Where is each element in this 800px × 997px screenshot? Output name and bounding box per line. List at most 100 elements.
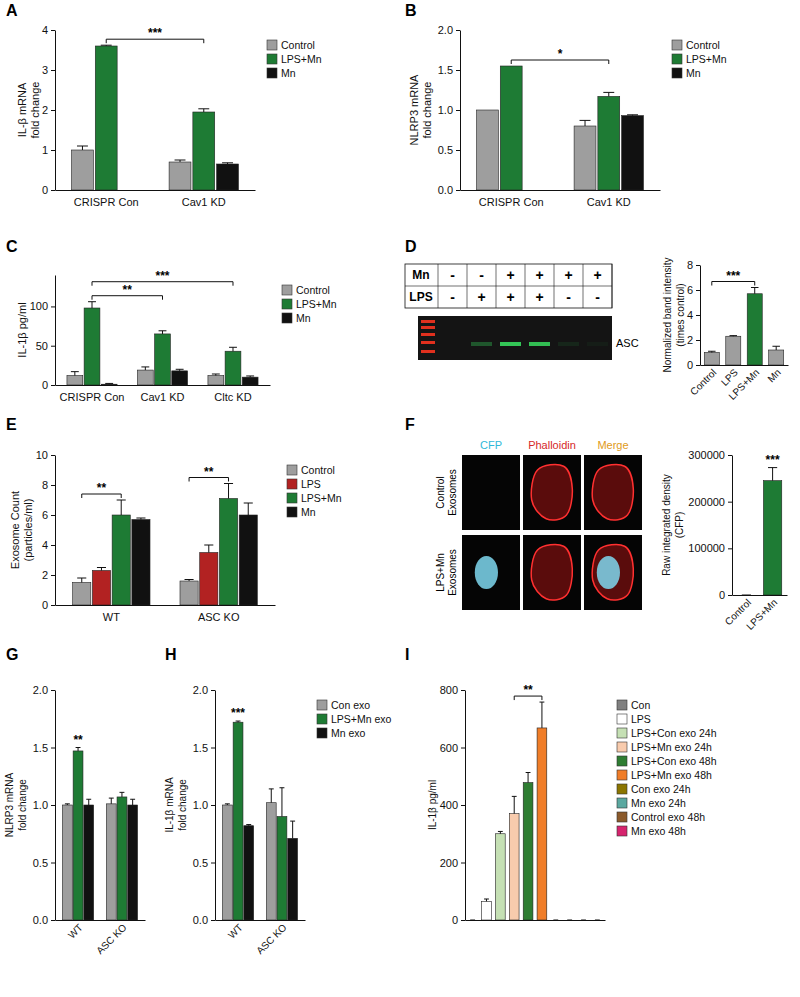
y-tick-mark	[728, 502, 732, 503]
y-tick: 10	[36, 449, 55, 461]
x-tick-label: LPS+Mn	[744, 597, 779, 632]
error-cap	[159, 330, 167, 331]
y-axis-line	[55, 691, 56, 921]
blot-cell: +	[506, 289, 514, 305]
legend-swatch	[282, 299, 292, 309]
x-axis-line	[466, 920, 606, 921]
bar	[219, 499, 237, 606]
y-tick-label: 2	[687, 334, 693, 346]
y-axis: 0200400600800	[440, 684, 466, 926]
legend-label: Con exo 24h	[631, 783, 691, 795]
bar	[84, 308, 100, 385]
error-bar	[208, 545, 209, 553]
bar	[67, 376, 83, 385]
x-axis-line	[701, 365, 789, 366]
y-tick: 1.5	[438, 64, 460, 76]
y-axis-title: NLRP3 mRNA	[4, 772, 15, 837]
legend: ControlLPS+MnMn	[672, 39, 727, 79]
y-axis-title: Normalized band intensity	[662, 257, 673, 372]
y-axis-title: fold change	[421, 82, 433, 139]
x-tick: ASC KO	[254, 922, 289, 957]
y-tick-mark	[51, 306, 55, 307]
y-tick-mark	[728, 455, 732, 456]
legend-label: LPS+Mn	[281, 53, 322, 65]
error-cap	[130, 799, 135, 800]
legend-swatch	[267, 40, 277, 50]
error-cap	[246, 375, 254, 376]
legend-label: Control	[686, 39, 720, 51]
y-tick-label: 1.0	[33, 799, 48, 811]
error-cap	[141, 366, 149, 367]
x-tick-label: CRISPR Con	[74, 196, 139, 208]
legend-label: Mn exo 24h	[631, 797, 686, 809]
bar	[169, 162, 191, 190]
significance-label: **	[523, 683, 533, 697]
legend-swatch	[287, 479, 297, 489]
y-tick: 3	[42, 64, 55, 76]
bar	[106, 804, 116, 920]
micrograph-row-label: Exosomes	[447, 549, 458, 596]
y-tick-mark	[456, 190, 460, 191]
bar	[73, 583, 91, 606]
bar	[704, 353, 719, 366]
blot-image	[418, 316, 612, 360]
error-cap	[212, 374, 220, 375]
y-tick-label: 2	[42, 104, 48, 116]
bar	[726, 336, 741, 365]
blot-cell: +	[535, 267, 543, 283]
y-tick-label: 0	[687, 359, 693, 371]
y-axis: 050100	[30, 276, 56, 392]
bar	[763, 481, 781, 595]
y-tick-label: 600	[440, 742, 458, 754]
panel: A01234CRISPR ConCav1 KDIL-β mRNAfold cha…	[6, 2, 322, 208]
y-tick: 0	[687, 359, 700, 371]
panel-label: D	[405, 238, 417, 255]
y-tick: 8	[687, 259, 700, 271]
y-axis-line	[215, 691, 216, 921]
error-cap	[101, 45, 112, 46]
bar	[193, 112, 215, 190]
error-cap	[204, 545, 213, 546]
micrograph-column-label: Phalloidin	[528, 439, 576, 451]
error-cap	[772, 346, 780, 347]
error-bar	[292, 821, 293, 838]
plot-marks	[73, 484, 258, 606]
bar	[137, 370, 153, 385]
error-cap	[109, 798, 114, 799]
y-tick-mark	[456, 30, 460, 31]
legend-swatch	[617, 812, 627, 822]
error-bar	[132, 799, 133, 805]
micrograph-image	[523, 535, 581, 610]
y-tick-label: 0	[42, 379, 48, 391]
x-axis: ControlLPS+Mn	[723, 596, 788, 632]
y-tick: 200000	[688, 496, 732, 508]
legend-swatch	[267, 68, 277, 78]
legend-swatch	[617, 700, 627, 710]
y-tick-label: 0	[452, 914, 458, 926]
y-tick: 1.5	[33, 742, 55, 754]
bar	[598, 96, 620, 190]
bar	[266, 803, 276, 920]
y-axis-title: fold change	[17, 779, 28, 831]
bar	[200, 553, 218, 606]
y-tick-label: 0	[42, 599, 48, 611]
blot-cell: +	[535, 289, 543, 305]
legend-label: LPS+Mn exo	[331, 713, 392, 725]
blot-cell: +	[593, 267, 601, 283]
error-cap	[229, 347, 237, 348]
y-tick: 100	[30, 300, 55, 312]
y-tick: 6	[42, 509, 55, 521]
bar	[112, 515, 130, 605]
y-tick-mark	[51, 455, 55, 456]
y-tick-mark	[461, 920, 465, 921]
panel: C050100CRISPR ConCav1 KDCltc KDIL-1β pg/…	[6, 238, 337, 403]
error-cap	[86, 799, 91, 800]
y-tick: 2.0	[33, 684, 55, 696]
y-tick-label: 100	[30, 300, 48, 312]
panel: I0200400600800IL-1β pg/mlConLPSLPS+Con e…	[405, 646, 717, 926]
bar	[128, 805, 138, 920]
y-tick-label: 0.5	[438, 144, 453, 156]
significance-label: **	[123, 283, 133, 297]
y-tick-mark	[456, 110, 460, 111]
bar	[84, 805, 94, 920]
